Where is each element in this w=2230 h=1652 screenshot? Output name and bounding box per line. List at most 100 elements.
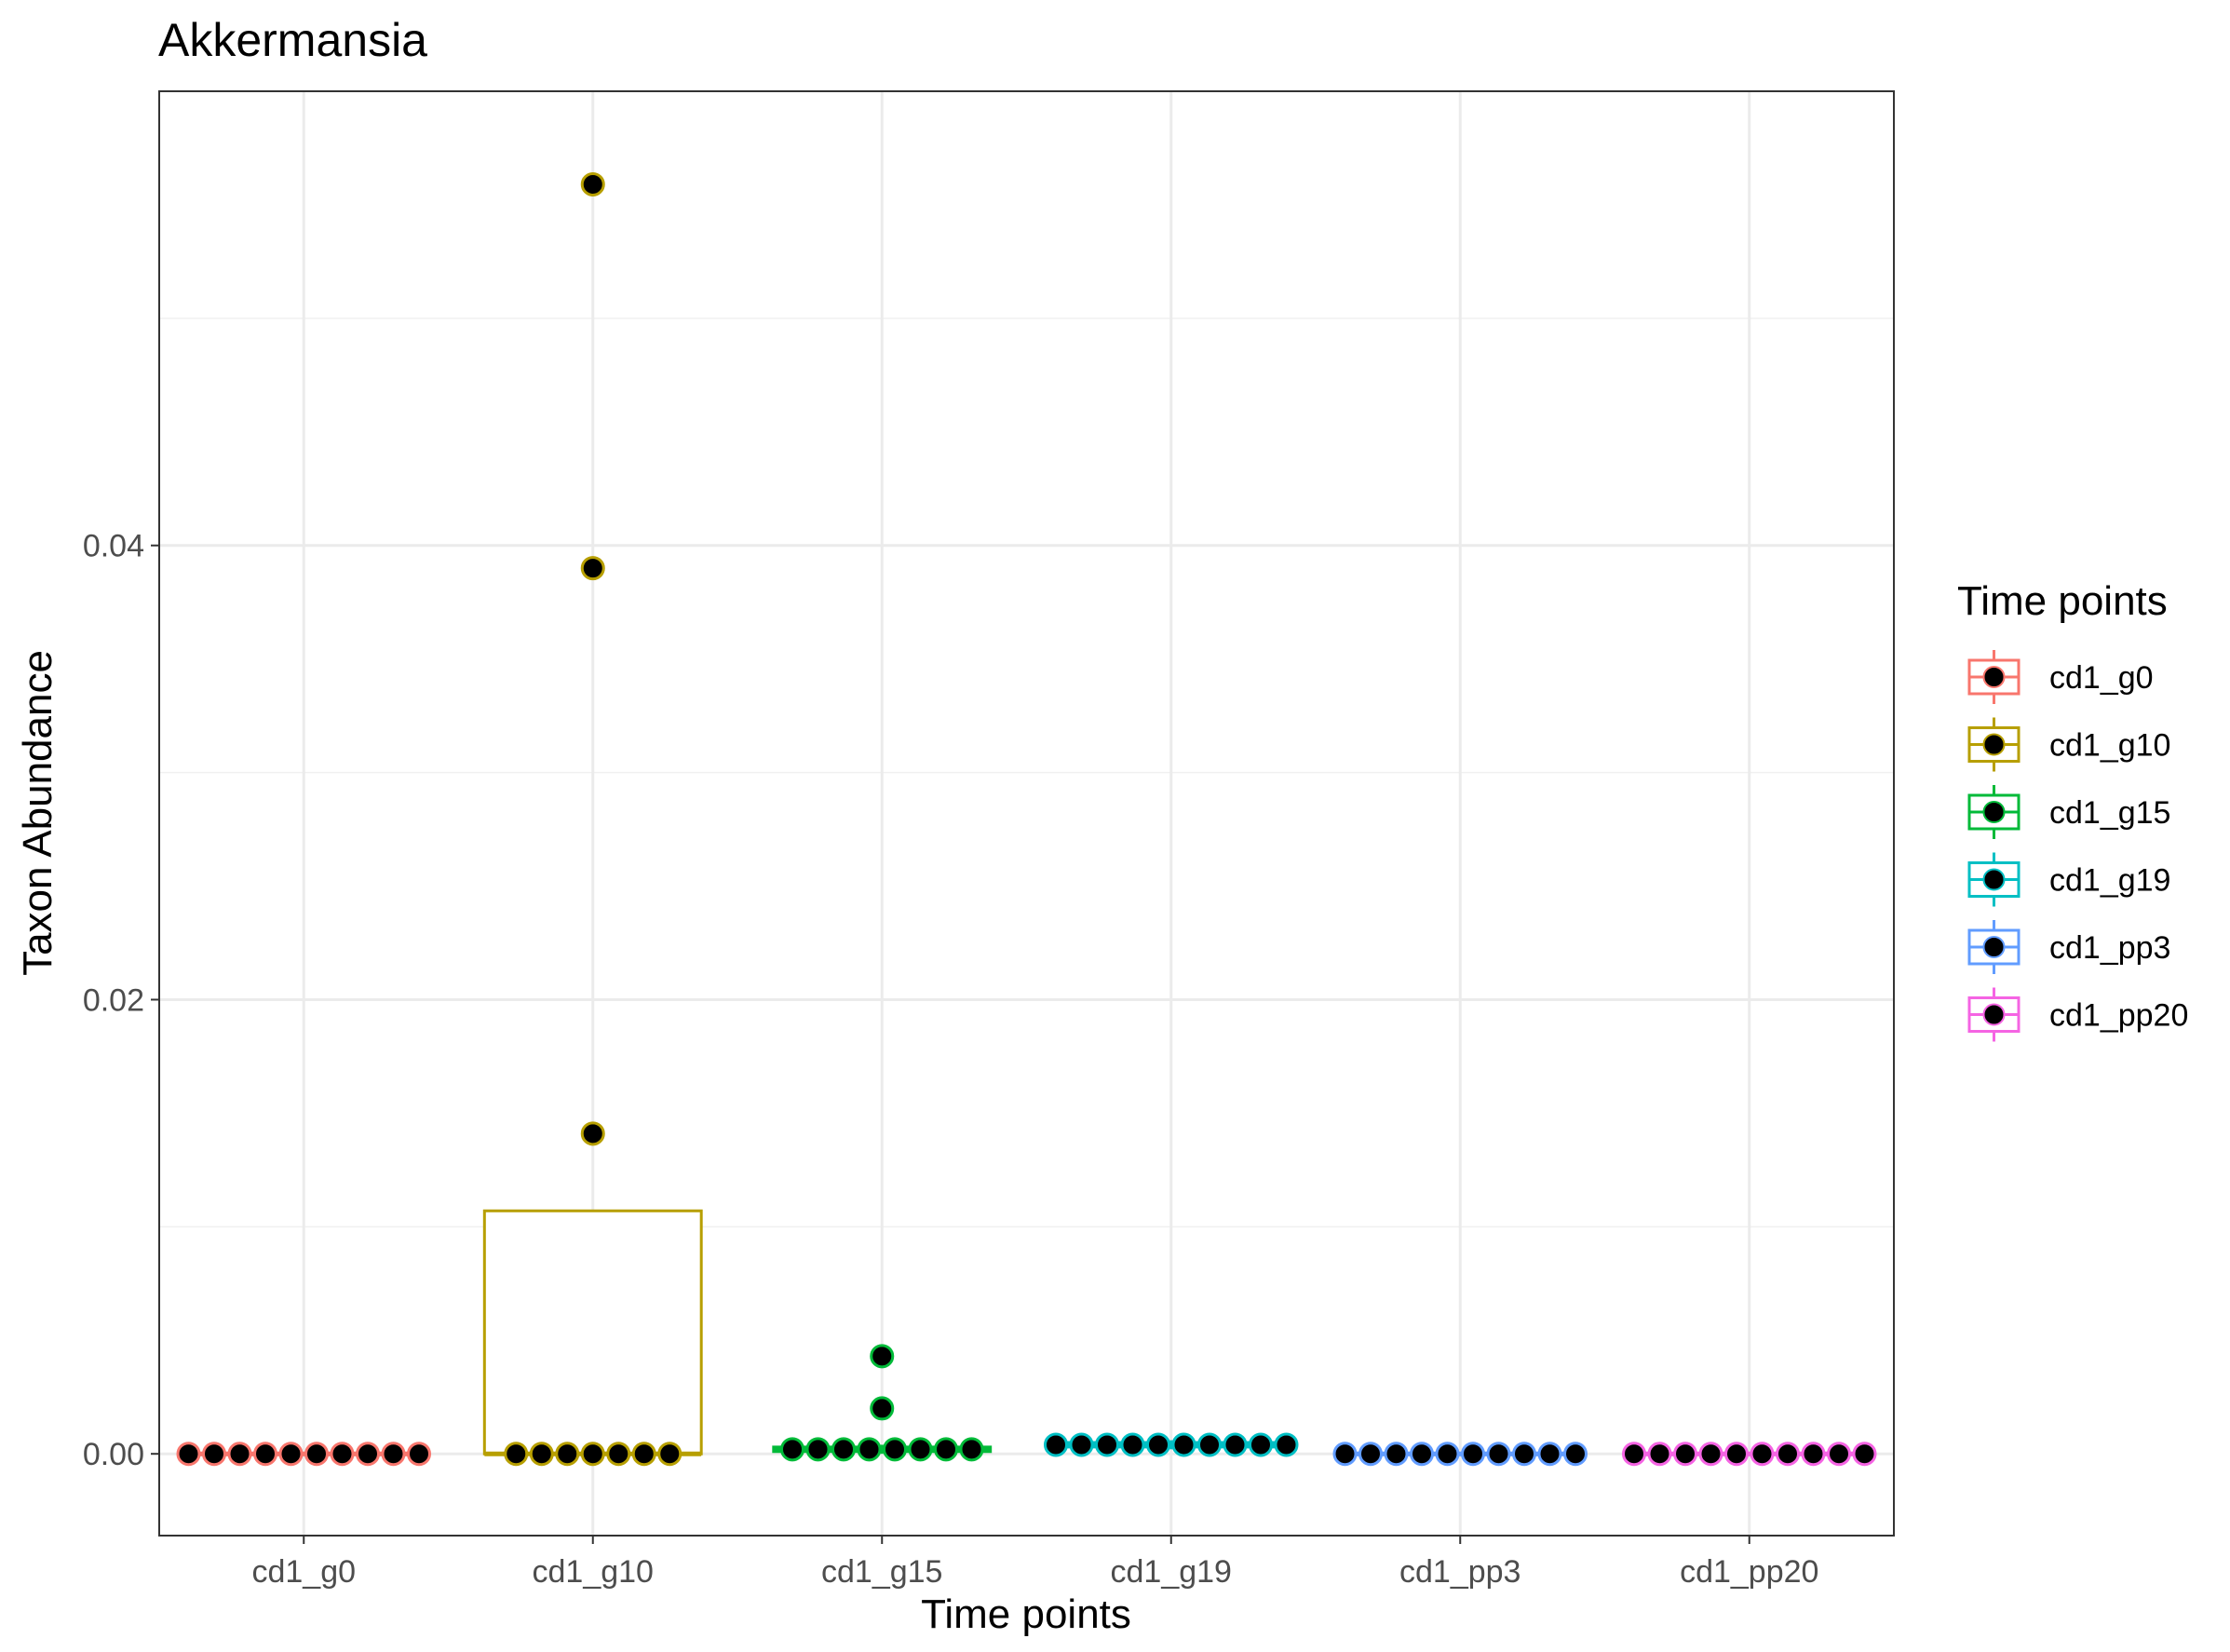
legend-label: cd1_g0 [2049, 660, 2154, 696]
data-point [407, 1442, 431, 1467]
data-point [176, 1442, 201, 1467]
y-axis: 0.00 0.02 0.04 [83, 529, 159, 1472]
data-point [1698, 1442, 1723, 1467]
data-point [1852, 1442, 1877, 1467]
data-point [959, 1437, 984, 1462]
data-point [631, 1442, 656, 1467]
x-tick-label: cd1_pp3 [1399, 1554, 1520, 1590]
data-point [1069, 1432, 1094, 1457]
x-tick-label: cd1_g10 [533, 1554, 654, 1590]
plot-background [159, 91, 1894, 1536]
data-point [1095, 1432, 1119, 1457]
data-point [1622, 1442, 1646, 1467]
x-axis-title: Time points [921, 1591, 1131, 1637]
data-point [1044, 1432, 1068, 1457]
data-point [1197, 1432, 1222, 1457]
data-point [780, 1437, 804, 1462]
data-point [1332, 1442, 1358, 1467]
data-point [253, 1442, 277, 1467]
points [176, 171, 1877, 1467]
data-point [1358, 1442, 1383, 1467]
chart-title: Akkermansia [158, 14, 427, 66]
data-point [1563, 1442, 1588, 1467]
data-point [1146, 1432, 1170, 1457]
y-tick-label: 0.02 [83, 982, 144, 1018]
data-point [805, 1437, 831, 1462]
data-point [1410, 1442, 1434, 1467]
data-point [1512, 1442, 1536, 1467]
data-point [1647, 1442, 1672, 1467]
data-point [1171, 1432, 1196, 1457]
legend-key-point [1982, 733, 2006, 756]
box-cd1_g10 [482, 1209, 703, 1456]
legend: Time points cd1_g0 cd1_g10 cd1_g15 cd1_g19c… [1957, 578, 2188, 1042]
data-point [1274, 1432, 1299, 1457]
data-point [1486, 1442, 1511, 1467]
data-point [304, 1442, 329, 1467]
data-point [202, 1442, 226, 1467]
data-point [1223, 1432, 1248, 1457]
x-tick-label: cd1_g0 [251, 1554, 356, 1590]
data-point [1120, 1432, 1145, 1457]
data-point [278, 1442, 304, 1467]
legend-item-cd1_g15: cd1_g15 [1967, 785, 2170, 839]
data-point [356, 1442, 380, 1467]
data-point [934, 1437, 958, 1462]
legend-label: cd1_pp3 [2049, 930, 2170, 966]
data-point [606, 1442, 631, 1467]
data-point [381, 1442, 406, 1467]
legend-key-point [1982, 801, 2006, 823]
legend-key-point [1982, 936, 2006, 958]
legend-label: cd1_g15 [2049, 795, 2170, 831]
data-point [580, 556, 605, 581]
data-point [555, 1442, 580, 1467]
data-point [580, 171, 605, 196]
data-point [580, 1442, 605, 1467]
data-point [883, 1437, 907, 1462]
y-tick-label: 0.04 [83, 529, 144, 564]
legend-item-cd1_g19: cd1_g19 [1967, 852, 2170, 907]
data-point [1249, 1432, 1273, 1457]
data-point [870, 1396, 895, 1421]
data-point [1435, 1442, 1460, 1467]
legend-key-point [1982, 868, 2006, 891]
plot-panel-border [158, 90, 1895, 1537]
data-point [1673, 1442, 1697, 1467]
data-point [529, 1442, 554, 1467]
legend-key-point [1982, 666, 2006, 688]
data-point [504, 1442, 529, 1467]
legend-key-point [1982, 1003, 2006, 1026]
legend-label: cd1_g19 [2049, 863, 2170, 899]
data-point [1461, 1442, 1485, 1467]
data-point [908, 1437, 933, 1462]
data-point [1776, 1442, 1800, 1467]
data-point [831, 1437, 856, 1462]
data-point [870, 1344, 895, 1369]
data-point [1750, 1442, 1775, 1467]
legend-item-cd1_pp3: cd1_pp3 [1967, 920, 2170, 974]
data-point [1724, 1442, 1749, 1467]
grid [159, 91, 1894, 1536]
legend-label: cd1_pp20 [2049, 998, 2188, 1034]
box-body [482, 1209, 703, 1456]
data-point [1827, 1442, 1851, 1467]
legend-title: Time points [1957, 578, 2168, 624]
data-point [1537, 1442, 1562, 1467]
data-point [227, 1442, 252, 1467]
x-axis: cd1_g0 cd1_g10 cd1_g15 cd1_g19 cd1_pp3 cd1_pp… [251, 1536, 1818, 1590]
data-point [1384, 1442, 1409, 1467]
data-point [657, 1442, 683, 1467]
legend-item-cd1_pp20: cd1_pp20 [1967, 987, 2188, 1042]
data-point [1801, 1442, 1826, 1467]
x-tick-label: cd1_pp20 [1680, 1554, 1818, 1590]
x-tick-label: cd1_g15 [821, 1554, 942, 1590]
data-point [580, 1121, 605, 1146]
y-axis-title: Taxon Abundance [15, 650, 61, 976]
data-point [857, 1437, 882, 1462]
y-tick-label: 0.00 [83, 1437, 144, 1472]
x-tick-label: cd1_g19 [1111, 1554, 1232, 1590]
legend-item-cd1_g10: cd1_g10 [1967, 717, 2170, 772]
data-point [330, 1442, 355, 1467]
legend-label: cd1_g10 [2049, 728, 2170, 764]
